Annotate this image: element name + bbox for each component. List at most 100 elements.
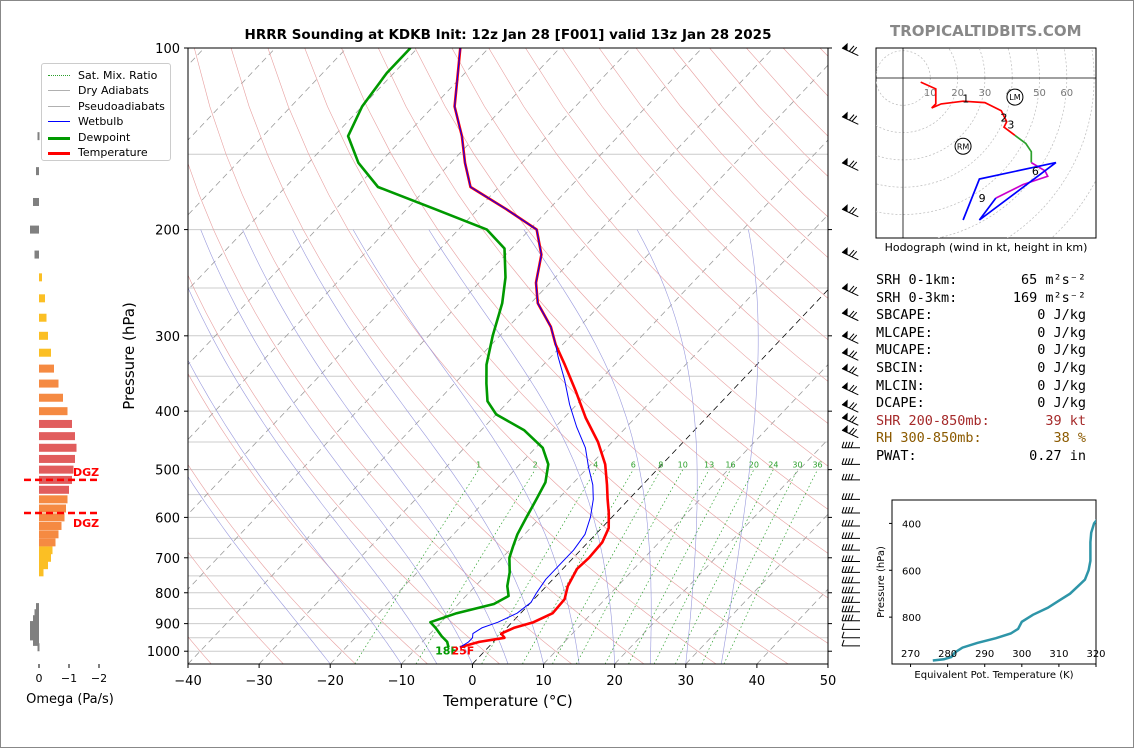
barb-feather xyxy=(847,586,851,593)
barb-feather xyxy=(848,206,855,213)
mixing-ratio-line xyxy=(575,469,684,664)
barb-feather xyxy=(851,334,858,341)
mixing-ratio-label: 6 xyxy=(631,461,636,470)
dgz-label: DGZ xyxy=(73,466,99,479)
dewpoint-line xyxy=(346,48,550,648)
isotherm-line xyxy=(188,48,561,441)
barb-flag xyxy=(842,425,848,433)
legend-swatch xyxy=(48,152,70,155)
theta-x-tick-label: 290 xyxy=(975,649,994,660)
legend-label: Wetbulb xyxy=(78,115,124,129)
chart-title: HRRR Sounding at KDKB Init: 12z Jan 28 [… xyxy=(244,27,772,43)
skewt-background: 1 2 4 6 8 10 13 16 20 24 30 36 xyxy=(188,48,828,664)
barb-feather xyxy=(844,596,848,603)
barb-feather xyxy=(844,555,848,562)
omega-bar xyxy=(39,393,63,402)
theta-x-tick-label: 320 xyxy=(1086,649,1105,660)
barb-feather xyxy=(848,366,855,373)
hodograph-9km-plus xyxy=(962,161,1057,221)
legend-swatch xyxy=(48,105,70,107)
barb-feather xyxy=(850,596,854,603)
wind-barbs xyxy=(841,42,860,647)
barb-feather xyxy=(848,415,855,422)
barb-feather xyxy=(844,519,848,527)
theta-y-tick-label: 400 xyxy=(902,519,921,530)
pseudoadiabat-line xyxy=(721,229,759,664)
wind-barb xyxy=(841,399,859,413)
barb-feather xyxy=(847,519,851,527)
param-value: 0 J/kg xyxy=(1037,377,1086,394)
theta-e-panel: 270 280 290 300 310 320 400 600 800 Equivalent Po… xyxy=(876,499,1106,681)
barb-staff xyxy=(841,429,859,439)
param-row: PWAT: 0.27 in xyxy=(876,448,1086,465)
barb-feather xyxy=(850,605,854,612)
omega-bar xyxy=(39,364,54,373)
omega-bar xyxy=(39,379,59,388)
y-tick-label: 900 xyxy=(155,618,180,633)
omega-bar xyxy=(30,225,39,234)
pseudoadiabat-line xyxy=(242,229,509,664)
barb-flag xyxy=(842,42,848,51)
barb-staff xyxy=(841,251,859,261)
theta-plot xyxy=(932,519,1096,662)
barb-feather xyxy=(841,566,845,573)
barb-feather xyxy=(847,493,851,500)
x-tick-label: −20 xyxy=(317,674,344,689)
barb-feather xyxy=(841,506,845,514)
omega-tick-label: −2 xyxy=(91,672,107,685)
barb-feather xyxy=(850,614,854,621)
legend-swatch xyxy=(48,75,70,76)
barb-feather xyxy=(847,614,851,621)
storm-motion-marker xyxy=(954,137,972,155)
barb-feather xyxy=(851,367,858,374)
barb-feather xyxy=(841,544,845,551)
barb-feather xyxy=(844,544,848,551)
barb-feather xyxy=(844,441,848,448)
barb-feather xyxy=(841,473,845,481)
barb-feather xyxy=(850,473,854,481)
param-value: 38 % xyxy=(1053,430,1086,447)
barb-feather xyxy=(850,544,854,551)
omega-bar xyxy=(39,561,48,570)
barb-feather xyxy=(850,555,854,562)
param-value: 0 J/kg xyxy=(1037,360,1086,376)
barb-feather xyxy=(851,428,858,436)
param-value: 65 m²s⁻² xyxy=(1020,272,1086,288)
wetbulb-line xyxy=(454,48,594,648)
barb-feather xyxy=(844,506,848,514)
dry-adiabat-line xyxy=(188,464,356,664)
barb-flag xyxy=(842,330,848,339)
omega-bar xyxy=(39,432,75,441)
dry-adiabat-line xyxy=(451,48,828,467)
wind-barb xyxy=(841,425,859,439)
param-row: SBCIN: 0 J/kg xyxy=(876,360,1086,377)
hodograph-ring-label: 60 xyxy=(1060,88,1073,99)
y-tick-label: 700 xyxy=(155,552,180,567)
barb-feather xyxy=(844,532,848,539)
storm-motion-label: RM xyxy=(957,142,970,151)
wind-barb xyxy=(841,532,860,539)
theta-x-label: Equivalent Pot. Temperature (K) xyxy=(914,670,1073,681)
param-label: SHR 200-850mb: xyxy=(876,412,990,429)
barb-feather xyxy=(848,45,855,52)
wind-barb xyxy=(841,363,859,377)
wind-barb xyxy=(841,347,859,361)
mixing-ratio-label: 16 xyxy=(725,461,735,470)
y-tick-label: 400 xyxy=(155,405,180,420)
param-label: MLCAPE: xyxy=(876,324,933,341)
wind-barb xyxy=(841,605,860,613)
barb-flag xyxy=(842,363,848,372)
mixing-ratio-label: 24 xyxy=(768,461,778,470)
wind-barb xyxy=(841,111,859,125)
barb-feather xyxy=(847,576,851,583)
barb-feather xyxy=(841,458,845,465)
barb-feather xyxy=(848,114,855,121)
omega-x-label: Omega (Pa/s) xyxy=(26,692,114,707)
y-tick-label: 200 xyxy=(155,224,180,239)
y-tick-label: 600 xyxy=(155,511,180,526)
barb-feather xyxy=(844,576,848,583)
theta-y-tick-label: 600 xyxy=(902,566,921,577)
param-label: SBCIN: xyxy=(876,360,925,376)
wind-barb xyxy=(841,458,860,465)
omega-bar xyxy=(33,615,39,624)
